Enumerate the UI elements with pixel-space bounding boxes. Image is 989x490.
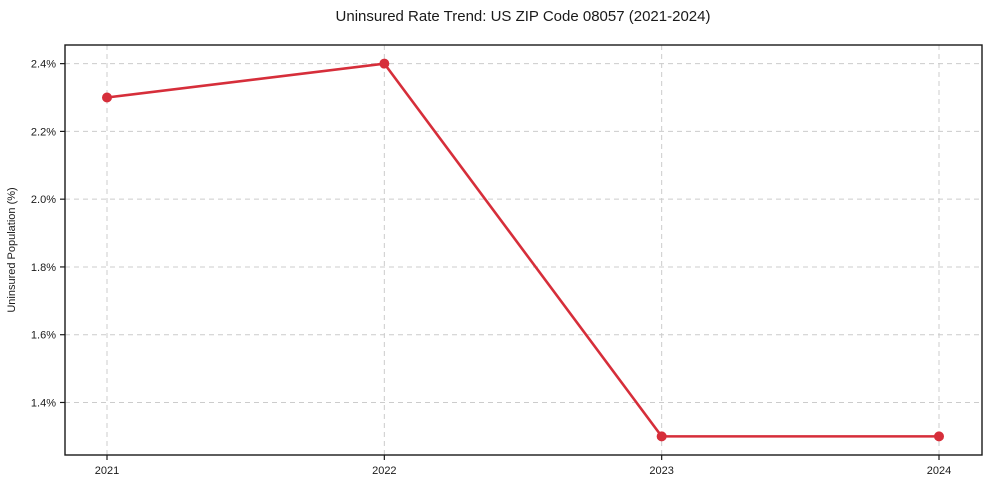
y-tick-label: 2.0% — [31, 194, 56, 206]
x-tick-label: 2023 — [649, 465, 673, 477]
data-point — [102, 92, 112, 103]
axes-frame — [64, 44, 983, 456]
data-point — [379, 58, 390, 69]
data-points — [102, 58, 944, 442]
y-tick-label: 1.6% — [31, 330, 56, 342]
y-tick-label: 1.8% — [31, 262, 56, 274]
y-tick-label: 2.4% — [31, 59, 56, 71]
plot-frame — [64, 44, 983, 456]
x-tick-labels: 2021 2022 2023 2024 — [95, 465, 951, 477]
y-tick-labels: 1.4% 1.6% 1.8% 2.0% 2.2% 2.4% — [31, 59, 56, 410]
y-tick-label: 2.2% — [31, 126, 56, 138]
trend-line-group — [105, 62, 941, 438]
x-tick-label: 2024 — [927, 465, 951, 477]
trend-line — [105, 62, 941, 438]
y-tick-label: 1.4% — [31, 397, 56, 409]
data-point — [656, 431, 667, 442]
chart-title: Uninsured Rate Trend: US ZIP Code 08057 … — [336, 8, 711, 25]
data-point — [934, 431, 944, 442]
tick-marks — [60, 63, 940, 460]
y-axis-label: Uninsured Population (%) — [6, 187, 18, 312]
x-tick-label: 2021 — [95, 465, 119, 477]
x-tick-label: 2022 — [372, 465, 396, 477]
